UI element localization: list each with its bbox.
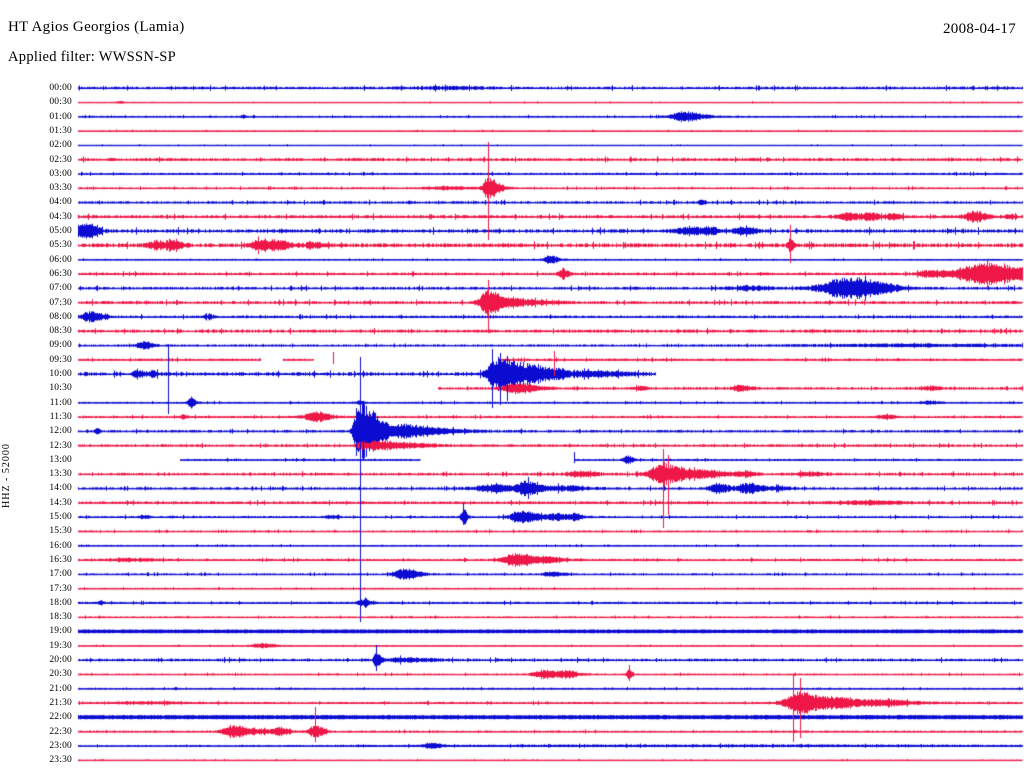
time-label-02-30: 02:30 xyxy=(49,154,72,165)
time-label-07-00: 07:00 xyxy=(49,283,72,294)
time-label-00-30: 00:30 xyxy=(49,97,72,108)
time-label-22-30: 22:30 xyxy=(49,726,72,737)
time-label-03-30: 03:30 xyxy=(49,183,72,194)
time-label-08-00: 08:00 xyxy=(49,311,72,322)
time-label-17-30: 17:30 xyxy=(49,583,72,594)
time-label-05-00: 05:00 xyxy=(49,226,72,236)
time-label-09-30: 09:30 xyxy=(49,354,72,365)
time-label-20-00: 20:00 xyxy=(49,655,72,665)
time-label-20-30: 20:30 xyxy=(49,669,72,680)
time-label-13-00: 13:00 xyxy=(49,454,72,465)
time-label-03-00: 03:00 xyxy=(49,168,72,179)
time-label-09-00: 09:00 xyxy=(49,340,72,351)
time-label-00-00: 00:00 xyxy=(49,83,72,93)
time-label-05-30: 05:30 xyxy=(49,240,72,251)
time-label-11-00: 11:00 xyxy=(49,397,72,408)
time-label-22-00: 22:00 xyxy=(49,712,72,723)
time-label-10-00: 10:00 xyxy=(49,369,72,379)
station-title: HT Agios Georgios (Lamia) xyxy=(8,19,185,35)
time-axis: 00:00 00:30 01:00 01:30 02:00 02:30 03:00 03:30… xyxy=(0,0,74,780)
time-label-11-30: 11:30 xyxy=(49,411,72,422)
time-label-19-00: 19:00 xyxy=(49,626,72,637)
time-label-13-30: 13:30 xyxy=(49,469,72,480)
time-label-15-30: 15:30 xyxy=(49,526,72,537)
time-label-17-00: 17:00 xyxy=(49,569,72,580)
time-label-01-30: 01:30 xyxy=(49,125,72,136)
time-label-23-30: 23:30 xyxy=(49,755,72,766)
filter-label: Applied filter: WWSSN-SP xyxy=(8,49,177,65)
time-label-01-00: 01:00 xyxy=(49,111,72,122)
time-label-04-00: 04:00 xyxy=(49,197,72,208)
time-label-15-00: 15:00 xyxy=(49,512,72,522)
time-label-14-00: 14:00 xyxy=(49,483,72,494)
time-label-07-30: 07:30 xyxy=(49,297,72,308)
time-label-02-00: 02:00 xyxy=(49,140,72,151)
time-label-12-30: 12:30 xyxy=(49,440,72,451)
time-label-21-30: 21:30 xyxy=(49,697,72,708)
time-label-18-00: 18:00 xyxy=(49,597,72,608)
time-label-06-00: 06:00 xyxy=(49,254,72,265)
time-label-04-30: 04:30 xyxy=(49,211,72,222)
time-label-12-00: 12:00 xyxy=(49,426,72,437)
time-label-23-00: 23:00 xyxy=(49,740,72,751)
time-label-18-30: 18:30 xyxy=(49,612,72,623)
time-label-14-30: 14:30 xyxy=(49,497,72,508)
time-label-10-30: 10:30 xyxy=(49,383,72,394)
time-label-06-30: 06:30 xyxy=(49,268,72,279)
time-label-16-00: 16:00 xyxy=(49,540,72,551)
time-label-21-00: 21:00 xyxy=(49,683,72,694)
time-label-16-30: 16:30 xyxy=(49,554,72,565)
date-label: 2008-04-17 xyxy=(943,21,1016,37)
time-label-08-30: 08:30 xyxy=(49,326,72,337)
time-label-19-30: 19:30 xyxy=(49,640,72,651)
